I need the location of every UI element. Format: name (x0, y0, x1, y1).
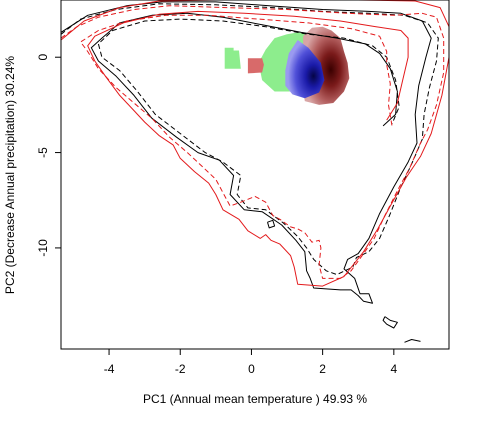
density-region-blue (285, 40, 325, 99)
x-tick-label: -2 (175, 362, 186, 376)
density-layer (224, 26, 350, 105)
y-axis: 0 -5 -10 (36, 54, 61, 257)
contour-line-black-dashed (61, 3, 439, 276)
contour-line-red-solid (61, 0, 449, 287)
contour-line-black-solid (404, 339, 421, 343)
contour-line-black-solid (382, 316, 398, 329)
contour-line-black-solid (267, 219, 276, 229)
y-tick-label: -10 (36, 239, 50, 257)
y-tick-label: 0 (36, 54, 50, 61)
y-axis-label: PC2 (Decrease Annual precipitation) 30.2… (3, 56, 17, 294)
contour-line-red-dashed (61, 5, 445, 279)
x-axis-label: PC1 (Annual mean temperature ) 49.93 % (143, 392, 367, 406)
y-tick-label: -5 (36, 147, 50, 158)
contour-line-black-solid (61, 1, 432, 304)
plot-frame (60, 0, 450, 350)
density-region-green (224, 47, 241, 69)
density-region-red-light (247, 58, 264, 74)
x-tick-label: -4 (104, 362, 115, 376)
contour-layer (61, 0, 449, 343)
x-axis: -4 -2 0 2 4 (104, 349, 397, 376)
x-tick-label: 0 (248, 362, 255, 376)
x-tick-label: 2 (319, 362, 326, 376)
x-tick-label: 4 (390, 362, 397, 376)
